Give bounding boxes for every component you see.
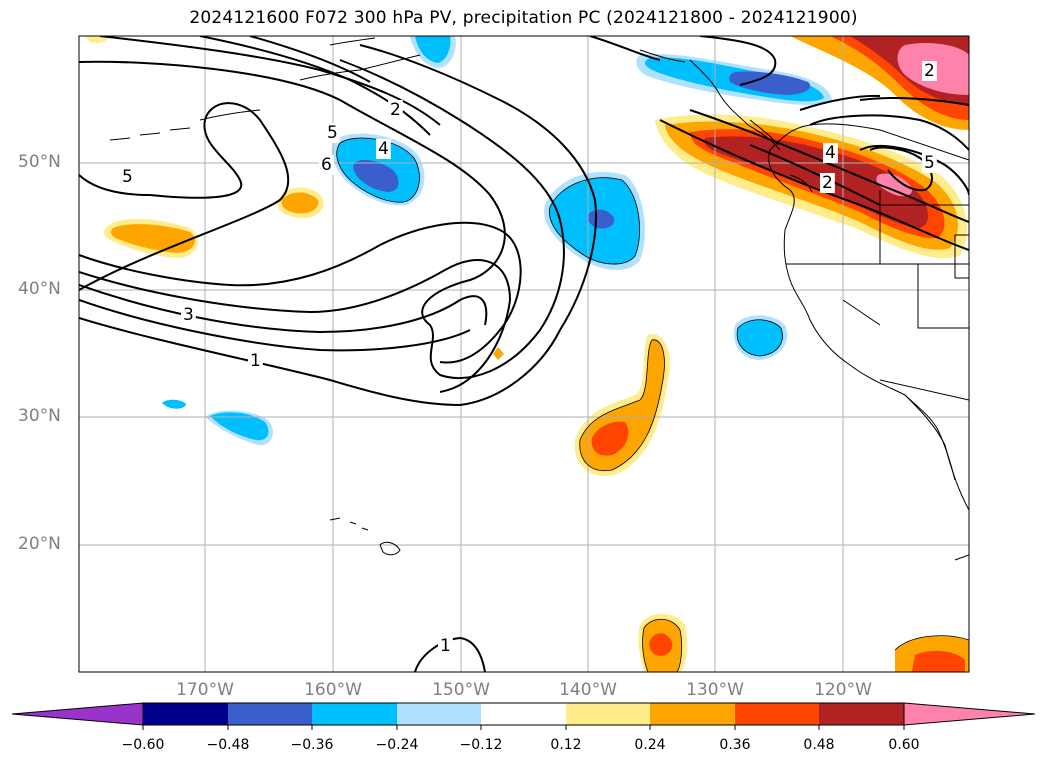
lon-label-120w: 120°W [814, 680, 872, 700]
lon-label-130w: 130°W [686, 680, 744, 700]
contour-label-halo [820, 173, 835, 193]
colorbar-tick-label: −0.24 [375, 737, 419, 753]
contour-label-halo [922, 61, 937, 81]
lon-label-150w: 150°W [432, 680, 490, 700]
pv-contours [79, 36, 969, 672]
contour-label-halo [388, 100, 403, 120]
lat-label-30n: 30°N [18, 406, 61, 426]
contour-label-halo [319, 155, 334, 175]
contour-label-group: 5 5 6 4 2 3 1 1 4 2 2 5 [120, 61, 937, 656]
contour-label-halo [248, 351, 263, 371]
precip-fill-layer [85, 36, 969, 672]
contour-label-halo [376, 139, 391, 159]
colorbar-segment [735, 703, 819, 725]
colorbar-extend-max [903, 702, 1036, 726]
colorbar-segment [819, 703, 904, 725]
map-frame [78, 35, 970, 673]
contour-label: 5 [122, 167, 133, 187]
colorbar-tick-label: 0.12 [550, 737, 582, 753]
colorbar-tick-label: −0.48 [206, 737, 250, 753]
contour-label-halo [922, 153, 937, 173]
lat-label-40n: 40°N [18, 279, 61, 299]
colorbar-tick-label: −0.36 [290, 737, 334, 753]
contour-label: 2 [390, 100, 401, 120]
colorbar [11, 702, 1036, 730]
colorbar-tick-label: −0.12 [459, 737, 503, 753]
lat-label-50n: 50°N [18, 152, 61, 172]
colorbar-segment [566, 703, 650, 725]
contour-label-halo [325, 123, 340, 143]
colorbar-tick-label: 0.48 [803, 737, 835, 753]
colorbar-segment [312, 703, 397, 725]
colorbar-segment [650, 703, 735, 725]
map-title: 2024121600 F072 300 hPa PV, precipitatio… [189, 8, 858, 28]
colorbar-segment [228, 703, 312, 725]
colorbar-extend-min [11, 702, 144, 726]
contour-label-halo [823, 143, 838, 163]
contour-label: 5 [924, 153, 935, 173]
lon-label-140w: 140°W [559, 680, 617, 700]
contour-label: 5 [327, 123, 338, 143]
contour-label-halo [438, 636, 453, 656]
contour-label: 4 [378, 139, 389, 159]
lat-label-20n: 20°N [18, 534, 61, 554]
contour-label: 1 [250, 351, 261, 371]
colorbar-tick-label: 0.36 [719, 737, 751, 753]
contour-label: 4 [825, 143, 836, 163]
contour-label: 1 [440, 636, 451, 656]
contour-label-halo [181, 305, 196, 325]
contour-label: 3 [183, 305, 194, 325]
colorbar-tick-label: 0.24 [634, 737, 666, 753]
colorbar-segment [397, 703, 481, 725]
contour-label: 6 [321, 155, 332, 175]
contour-label-halo [120, 167, 135, 187]
colorbar-tick-label: −0.60 [121, 737, 165, 753]
contour-label: 2 [822, 173, 833, 193]
colorbar-segment [481, 703, 566, 725]
colorbar-tick-label: 0.60 [888, 737, 920, 753]
contour-label: 2 [924, 61, 935, 81]
lon-label-160w: 160°W [304, 680, 362, 700]
colorbar-segment [143, 703, 228, 725]
lon-label-170w: 170°W [176, 680, 234, 700]
